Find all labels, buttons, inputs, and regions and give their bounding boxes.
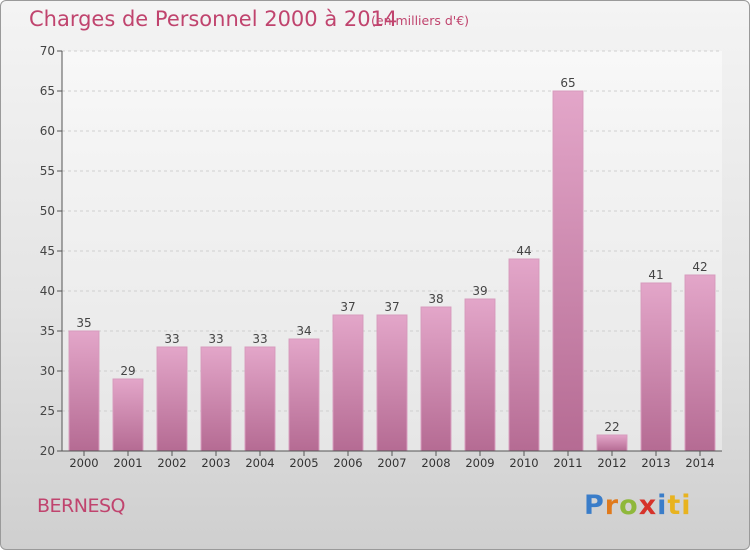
bars-group: 35 29 33 33 33 34 37 37 38 39 44 65 22 41 42	[68, 76, 716, 452]
x-tick-label: 2013	[641, 456, 670, 470]
bar	[640, 282, 672, 452]
bar	[200, 346, 232, 452]
data-label: 29	[120, 364, 135, 378]
logo-letter: x	[638, 490, 658, 521]
bar	[68, 330, 100, 452]
bar	[156, 346, 188, 452]
y-tick-label: 40	[40, 284, 55, 298]
data-label: 33	[164, 332, 179, 346]
y-tick-label: 35	[40, 324, 55, 338]
bar-chart: 35 29 33 33 33 34 37 37 38 39 44 65 22 41 42 20 25 30 35 4…	[40, 44, 722, 470]
x-tick-label: 2011	[553, 456, 582, 470]
y-tick-label: 45	[40, 244, 55, 258]
x-tick-label: 2008	[421, 456, 450, 470]
bar	[508, 258, 540, 452]
x-tick-label: 2007	[377, 456, 406, 470]
y-tick-label: 70	[40, 44, 55, 58]
y-tick-label: 25	[40, 404, 55, 418]
data-label: 39	[472, 284, 487, 298]
x-tick-label: 2009	[465, 456, 494, 470]
data-label: 41	[648, 268, 663, 282]
data-label: 37	[384, 300, 399, 314]
x-tick-label: 2000	[69, 456, 98, 470]
bar	[420, 306, 452, 452]
proxiti-logo[interactable]: Proxiti	[584, 490, 692, 521]
logo-letter: ti	[667, 490, 692, 521]
logo-letter: o	[619, 490, 639, 521]
logo-letter: r	[604, 490, 620, 521]
data-label: 42	[692, 260, 707, 274]
x-tick-label: 2004	[245, 456, 274, 470]
axes: 20 25 30 35 40 45 50 55 60 65 70 2000 2001 2002 2003 20…	[40, 44, 722, 470]
x-tick-label: 2014	[685, 456, 714, 470]
x-tick-label: 2001	[113, 456, 142, 470]
data-label: 35	[76, 316, 91, 330]
data-label: 34	[296, 324, 311, 338]
chart-title: Charges de Personnel 2000 à 2014	[29, 7, 398, 31]
data-label: 33	[208, 332, 223, 346]
bar	[244, 346, 276, 452]
logo-letter: P	[584, 490, 605, 521]
data-label: 33	[252, 332, 267, 346]
bar	[596, 434, 628, 452]
x-tick-label: 2010	[509, 456, 538, 470]
x-tick-label: 2003	[201, 456, 230, 470]
y-tick-label: 55	[40, 164, 55, 178]
x-tick-label: 2006	[333, 456, 362, 470]
logo-letter: i	[657, 490, 668, 521]
data-label: 37	[340, 300, 355, 314]
y-tick-label: 65	[40, 84, 55, 98]
data-label: 44	[516, 244, 531, 258]
y-tick-label: 50	[40, 204, 55, 218]
bar	[112, 378, 144, 452]
chart-subtitle: (en milliers d'€)	[371, 13, 470, 28]
data-label: 38	[428, 292, 443, 306]
data-label: 22	[604, 420, 619, 434]
x-tick-label: 2002	[157, 456, 186, 470]
x-tick-label: 2012	[597, 456, 626, 470]
bar	[552, 90, 584, 452]
y-tick-label: 20	[40, 444, 55, 458]
town-name: BERNESQ	[37, 495, 125, 517]
y-tick-label: 30	[40, 364, 55, 378]
bar	[464, 298, 496, 452]
x-tick-label: 2005	[289, 456, 318, 470]
bar	[684, 274, 716, 452]
y-tick-label: 60	[40, 124, 55, 138]
bar	[376, 314, 408, 452]
bar	[332, 314, 364, 452]
bar	[288, 338, 320, 452]
data-label: 65	[560, 76, 575, 90]
